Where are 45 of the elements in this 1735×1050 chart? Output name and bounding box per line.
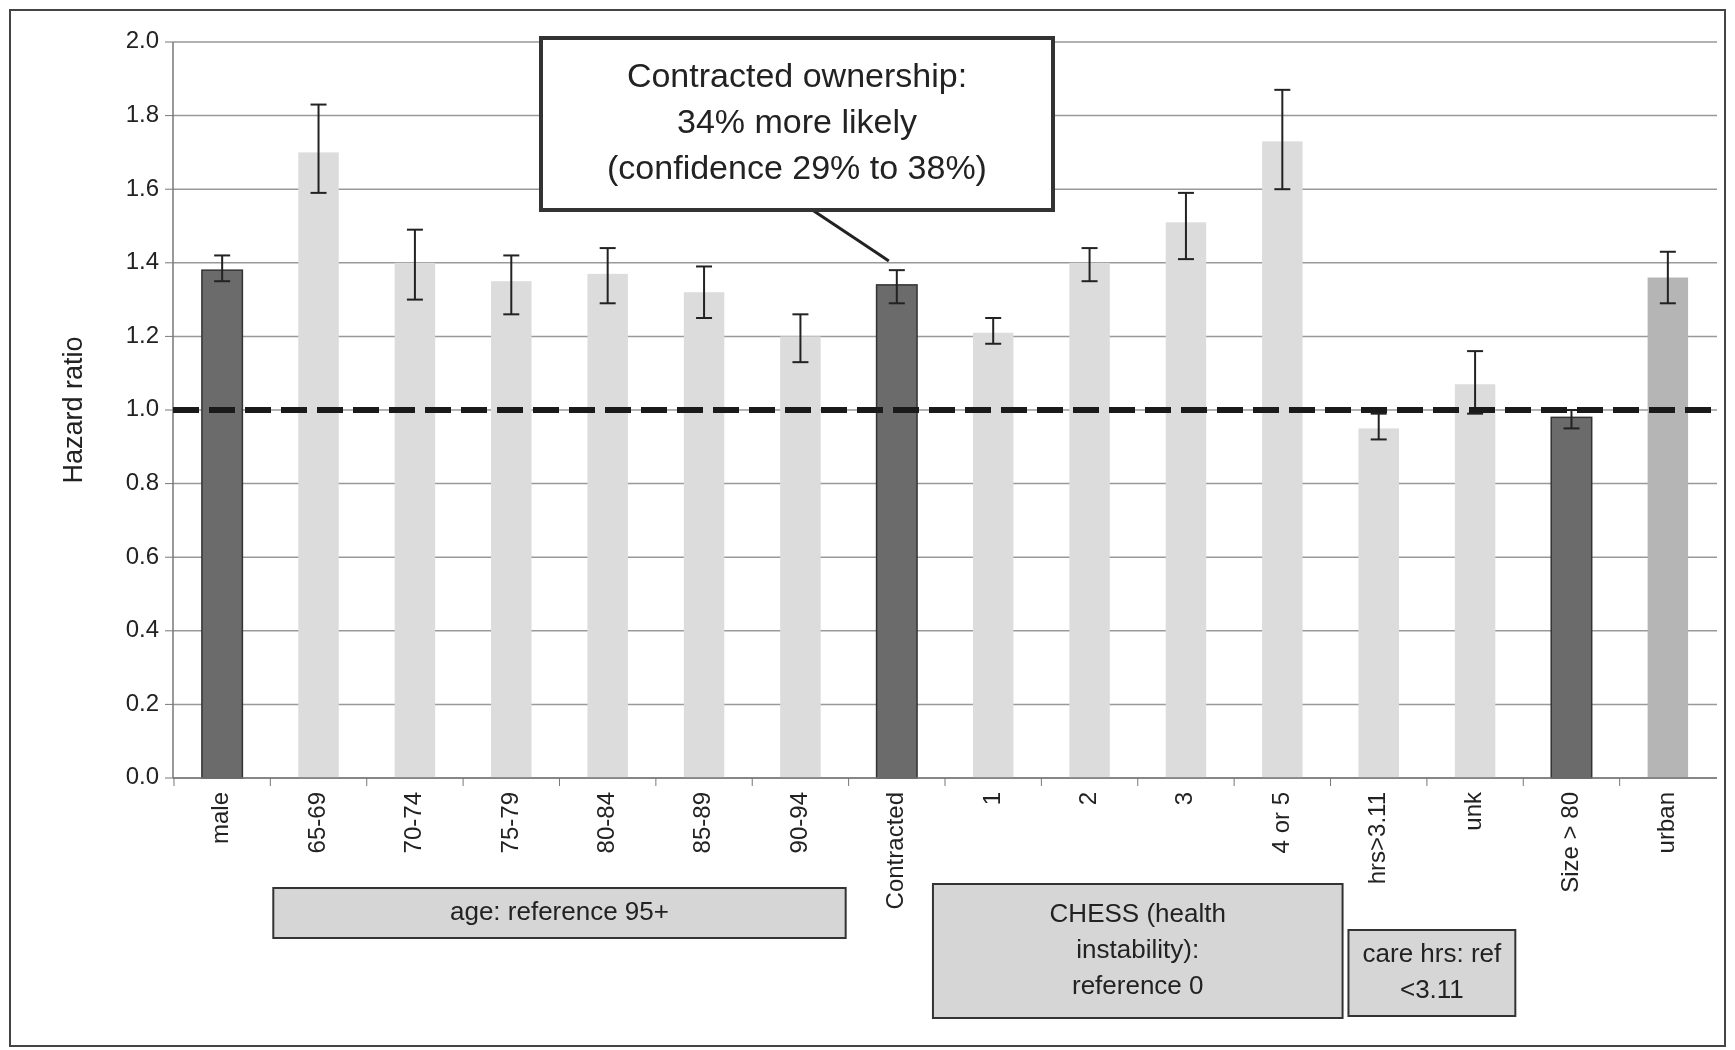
note-box: care hrs: ref <3.11 <box>1347 929 1517 1017</box>
bar <box>491 281 532 778</box>
note-box: age: reference 95+ <box>272 887 847 939</box>
x-tick-label: urban <box>1652 792 1680 854</box>
y-tick-label: 0.6 <box>125 541 159 569</box>
x-tick-label: 4 or 5 <box>1266 792 1294 854</box>
x-tick-label: male <box>206 792 234 845</box>
y-tick-label: 0.8 <box>125 467 159 495</box>
y-tick-label: 2.0 <box>125 26 159 54</box>
x-tick-label: 80-84 <box>592 792 620 854</box>
bar <box>1454 384 1496 778</box>
bar <box>587 273 628 778</box>
y-tick-label: 1.0 <box>125 394 159 422</box>
bar <box>1647 277 1689 778</box>
bar <box>1358 428 1399 778</box>
x-tick-label: 3 <box>1170 792 1198 806</box>
bar <box>394 262 436 778</box>
y-tick-label: 0.4 <box>125 615 159 643</box>
y-tick-label: 1.8 <box>125 99 159 127</box>
x-tick-label: 2 <box>1073 792 1101 806</box>
x-tick-label: 65-69 <box>302 792 330 854</box>
y-tick-label: 1.6 <box>125 173 159 201</box>
x-tick-label: Size > 80 <box>1555 792 1583 893</box>
annotation: Contracted ownership: 34% more likely (confidence 29% to 38%) <box>607 55 987 186</box>
y-tick-label: 1.2 <box>125 320 159 348</box>
bar <box>1262 141 1303 778</box>
x-tick-label: 70-74 <box>399 792 427 854</box>
x-tick-label: 75-79 <box>495 792 523 854</box>
y-axis-title: Hazard ratio <box>58 336 88 484</box>
bar <box>1069 262 1110 778</box>
bar <box>683 292 725 778</box>
y-tick-label: 0.2 <box>125 688 159 716</box>
bar <box>1165 222 1207 778</box>
y-tick-label: 0.0 <box>125 762 159 790</box>
x-tick-label: unk <box>1459 791 1487 831</box>
bar <box>780 336 821 778</box>
x-tick-label: 1 <box>977 792 1005 806</box>
x-tick-label: 90-94 <box>784 792 812 854</box>
y-tick-label: 1.4 <box>125 247 159 275</box>
bar <box>298 152 339 778</box>
x-tick-label: hrs>3.11 <box>1363 792 1391 885</box>
bar <box>972 332 1014 778</box>
x-tick-label: Contracted <box>881 792 909 910</box>
note-box: CHESS (health instability): reference 0 <box>931 883 1344 1019</box>
x-tick-label: 85-89 <box>688 792 716 854</box>
